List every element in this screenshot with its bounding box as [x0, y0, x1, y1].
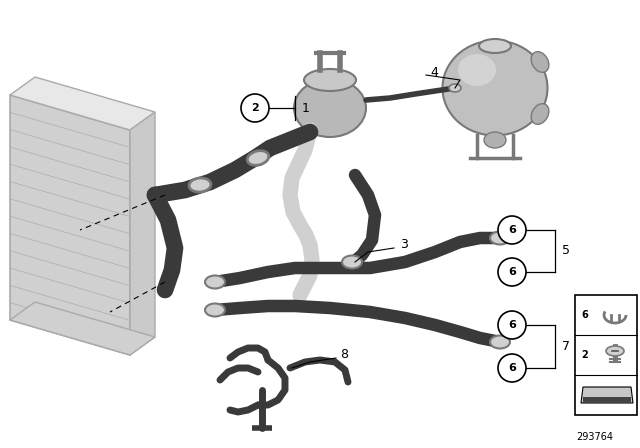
Ellipse shape — [531, 52, 549, 72]
Ellipse shape — [484, 132, 506, 148]
Text: 8: 8 — [340, 349, 348, 362]
Text: 6: 6 — [508, 363, 516, 373]
Text: 7: 7 — [562, 340, 570, 353]
Ellipse shape — [247, 151, 269, 165]
Polygon shape — [581, 387, 633, 403]
Ellipse shape — [442, 40, 547, 135]
Polygon shape — [10, 77, 155, 130]
Text: 3: 3 — [400, 238, 408, 251]
Polygon shape — [130, 112, 155, 355]
Circle shape — [241, 94, 269, 122]
Circle shape — [498, 311, 526, 339]
Ellipse shape — [205, 276, 225, 289]
Text: 6: 6 — [508, 320, 516, 330]
Text: 2: 2 — [581, 350, 588, 360]
Ellipse shape — [490, 336, 510, 349]
Ellipse shape — [490, 232, 510, 245]
Ellipse shape — [189, 178, 211, 192]
Text: 293764: 293764 — [577, 432, 614, 442]
Ellipse shape — [606, 346, 624, 356]
Text: 6: 6 — [581, 310, 588, 320]
Ellipse shape — [449, 84, 461, 92]
Polygon shape — [10, 95, 130, 355]
Circle shape — [498, 354, 526, 382]
Ellipse shape — [304, 69, 356, 91]
Text: 6: 6 — [508, 225, 516, 235]
Text: 6: 6 — [508, 267, 516, 277]
Ellipse shape — [294, 79, 366, 137]
Ellipse shape — [479, 39, 511, 53]
Text: 2: 2 — [251, 103, 259, 113]
Circle shape — [498, 216, 526, 244]
FancyBboxPatch shape — [575, 295, 637, 415]
Polygon shape — [10, 302, 155, 355]
Ellipse shape — [458, 54, 496, 86]
Polygon shape — [583, 397, 631, 403]
Ellipse shape — [205, 303, 225, 316]
Text: 4: 4 — [430, 65, 438, 78]
Text: 5: 5 — [562, 245, 570, 258]
Circle shape — [498, 258, 526, 286]
Ellipse shape — [531, 103, 549, 125]
Text: 1: 1 — [302, 102, 310, 115]
Ellipse shape — [342, 255, 362, 268]
